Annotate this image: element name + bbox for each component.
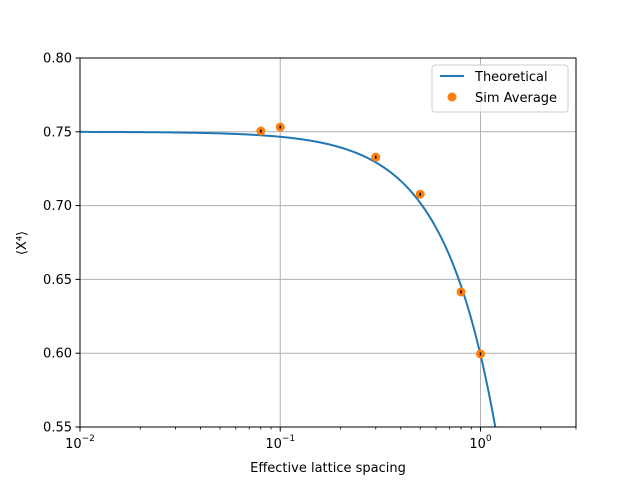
x-tick-label: 10−1 [265, 434, 295, 452]
y-tick-label: 0.55 [43, 421, 72, 436]
legend-sim-average-marker-swatch [447, 92, 457, 102]
x-tick-label: 10−2 [65, 434, 95, 452]
legend-theoretical-label: Theoretical [474, 70, 548, 85]
legend: Theoretical Sim Average [431, 64, 569, 113]
x-tick-label: 100 [469, 434, 492, 452]
legend-sim-average-label: Sim Average [475, 91, 557, 106]
theoretical-curve [80, 130, 497, 427]
axes: 10−2 10−1 100 0.55 0.60 0.65 0.70 0.75 0.80 [43, 52, 577, 452]
y-tick-label: 0.80 [43, 52, 72, 67]
y-tick-label: 0.60 [43, 347, 72, 362]
y-axis-label: ⟨X⁴⟩ [15, 231, 30, 255]
plot-area [80, 122, 497, 427]
y-tick-label: 0.70 [43, 199, 72, 214]
y-tick-label: 0.75 [43, 125, 72, 140]
axes-frame [79, 57, 577, 428]
y-tick-label: 0.65 [43, 273, 72, 288]
x-axis-label: Effective lattice spacing [250, 461, 406, 476]
legend-box [431, 64, 569, 113]
